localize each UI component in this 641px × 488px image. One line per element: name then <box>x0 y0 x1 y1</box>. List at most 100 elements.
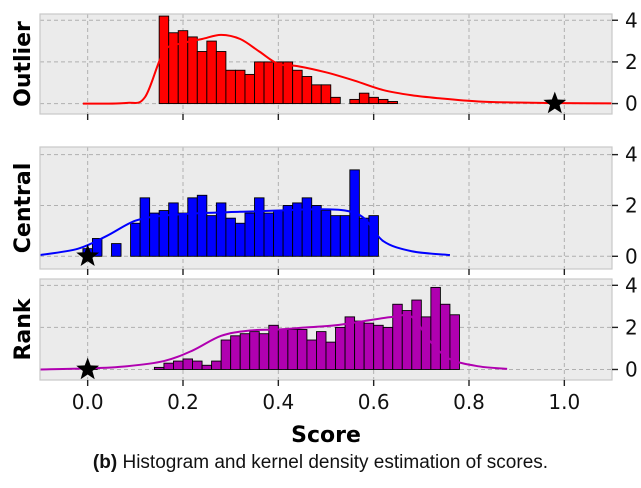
y-tick-label: 4 <box>625 273 638 297</box>
histogram-bar <box>239 333 251 370</box>
histogram-bar <box>139 197 151 257</box>
panel-label: Central <box>11 163 36 253</box>
kde-curve <box>39 208 451 257</box>
caption-label: (b) <box>92 452 118 473</box>
histogram-bar <box>230 335 241 370</box>
panel-central: 0 2 4 Central <box>11 143 638 275</box>
y-tick-label: 2 <box>625 50 638 74</box>
histogram-bar <box>354 320 365 370</box>
histogram-bar <box>292 202 303 257</box>
panel-label: Outlier <box>11 21 36 107</box>
kde-curve <box>82 33 613 105</box>
histogram-bar <box>387 101 398 105</box>
histogram-bar <box>392 303 403 370</box>
histogram-bar <box>339 215 351 257</box>
histogram-bar <box>430 286 441 370</box>
panel-outlier: 0 2 4 Outlier <box>11 8 638 120</box>
y-tick-label: 0 <box>625 244 638 268</box>
histogram-bar <box>449 314 460 370</box>
histogram-bar <box>273 61 284 105</box>
histogram-bar <box>273 210 284 257</box>
histogram-bar <box>439 303 451 370</box>
x-tick-label: 0.2 <box>167 390 199 414</box>
histogram-bar <box>311 84 322 105</box>
histogram-bar <box>411 299 422 370</box>
histogram-bar <box>111 243 122 257</box>
histogram-bar <box>130 222 141 257</box>
histogram-bar <box>287 329 298 370</box>
y-tick-label: 4 <box>625 143 638 167</box>
star-marker <box>76 244 100 266</box>
panel-rank: 0 2 4 Rank <box>11 273 638 386</box>
histogram-bar <box>258 333 270 370</box>
histogram-bar <box>173 360 184 370</box>
histogram-bar <box>225 69 236 105</box>
y-tick-label: 2 <box>625 193 638 217</box>
panel-frame <box>39 278 613 381</box>
x-tick-label: 1.0 <box>548 390 580 414</box>
histogram-bar <box>263 61 275 105</box>
histogram-bar <box>225 217 236 257</box>
histogram-bar <box>311 205 322 257</box>
histogram-bar <box>377 98 389 105</box>
y-tick-label: 0 <box>625 357 638 381</box>
caption-text: Histogram and kernel density estimation … <box>122 452 549 473</box>
histogram-bar <box>325 341 336 370</box>
x-axis-label: Score <box>291 423 361 448</box>
histogram-bar <box>177 212 189 257</box>
panel-frame <box>39 146 613 270</box>
histogram-bar <box>206 215 217 257</box>
panel-frame <box>39 13 613 115</box>
histogram-bar <box>196 51 208 105</box>
histogram-bar <box>268 324 279 370</box>
histogram-bar <box>254 61 265 105</box>
histogram-bar <box>363 322 375 370</box>
x-tick-label: 0.6 <box>358 390 390 414</box>
y-tick-label: 2 <box>625 315 638 339</box>
histogram-bar <box>301 197 313 257</box>
histogram-bar <box>215 51 227 105</box>
histogram-bar <box>192 360 203 370</box>
histogram-bar <box>296 329 308 370</box>
histogram-bar <box>249 331 260 370</box>
star-marker <box>76 357 100 380</box>
histogram-bar <box>153 366 165 370</box>
histogram-bar <box>335 326 346 370</box>
histogram-bar <box>282 205 294 257</box>
histogram-bar <box>358 217 370 257</box>
histogram-bar <box>420 316 432 370</box>
histogram-bar <box>358 92 370 105</box>
panel-label: Rank <box>11 297 36 360</box>
x-tick-label: 0.8 <box>453 390 485 414</box>
histogram-bar <box>282 61 294 105</box>
histogram-bar <box>234 222 246 257</box>
histogram-bar <box>373 324 384 370</box>
kde-curve <box>39 313 508 371</box>
x-tick-label: 0.4 <box>262 390 294 414</box>
histogram-bar <box>149 212 160 257</box>
histogram-bar <box>306 339 317 370</box>
histogram-bar <box>234 69 246 105</box>
histogram-bar <box>163 362 174 370</box>
histogram-bar <box>368 96 379 105</box>
figure-caption: (b) Histogram and kernel density estimat… <box>0 452 641 474</box>
histogram-bar <box>182 358 193 370</box>
histogram-bar <box>292 69 303 105</box>
star-marker <box>543 91 567 114</box>
y-tick-label: 0 <box>625 92 638 116</box>
histogram-bar <box>330 215 341 257</box>
histogram-bar <box>91 238 103 257</box>
y-tick-label: 4 <box>625 8 638 32</box>
histogram-bar <box>244 212 255 257</box>
histogram-bar <box>187 197 198 257</box>
histogram-bar <box>215 202 227 257</box>
histogram-bar <box>320 84 332 105</box>
histogram-bar <box>206 40 217 105</box>
histogram-bar <box>263 212 275 257</box>
histogram-bar <box>220 339 232 370</box>
histogram-bar <box>201 364 213 370</box>
histogram-bar <box>320 210 332 257</box>
histogram-bar <box>316 331 327 370</box>
histogram-bar <box>349 98 360 105</box>
